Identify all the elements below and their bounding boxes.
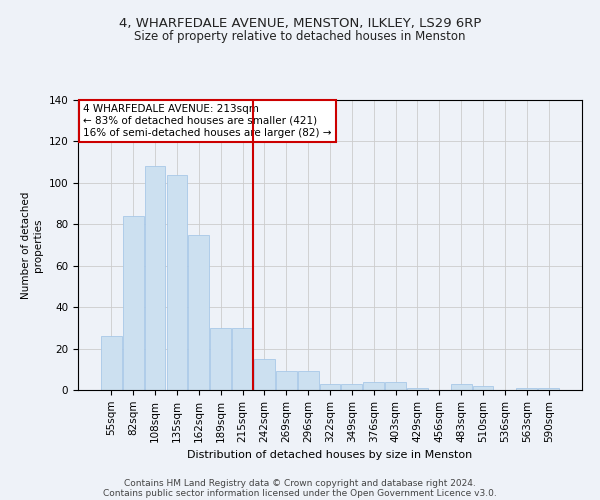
Bar: [123, 216, 143, 390]
Bar: [101, 336, 122, 390]
Text: Contains HM Land Registry data © Crown copyright and database right 2024.: Contains HM Land Registry data © Crown c…: [124, 478, 476, 488]
Bar: [145, 166, 166, 390]
Bar: [232, 328, 253, 390]
Bar: [210, 328, 231, 390]
Bar: [341, 384, 362, 390]
Bar: [538, 388, 559, 390]
Bar: [451, 384, 472, 390]
Y-axis label: Number of detached
properties: Number of detached properties: [22, 192, 43, 298]
Bar: [320, 384, 340, 390]
Bar: [276, 372, 296, 390]
Text: 4, WHARFEDALE AVENUE, MENSTON, ILKLEY, LS29 6RP: 4, WHARFEDALE AVENUE, MENSTON, ILKLEY, L…: [119, 18, 481, 30]
Text: Contains public sector information licensed under the Open Government Licence v3: Contains public sector information licen…: [103, 488, 497, 498]
X-axis label: Distribution of detached houses by size in Menston: Distribution of detached houses by size …: [187, 450, 473, 460]
Bar: [254, 359, 275, 390]
Bar: [473, 386, 493, 390]
Bar: [517, 388, 537, 390]
Text: 4 WHARFEDALE AVENUE: 213sqm
← 83% of detached houses are smaller (421)
16% of se: 4 WHARFEDALE AVENUE: 213sqm ← 83% of det…: [83, 104, 332, 138]
Bar: [298, 372, 319, 390]
Bar: [167, 174, 187, 390]
Text: Size of property relative to detached houses in Menston: Size of property relative to detached ho…: [134, 30, 466, 43]
Bar: [188, 234, 209, 390]
Bar: [407, 388, 428, 390]
Bar: [385, 382, 406, 390]
Bar: [364, 382, 384, 390]
